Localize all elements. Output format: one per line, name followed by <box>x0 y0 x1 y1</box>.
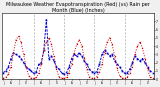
Title: Milwaukee Weather Evapotranspiration (Red) (vs) Rain per Month (Blue) (Inches): Milwaukee Weather Evapotranspiration (Re… <box>6 2 150 13</box>
